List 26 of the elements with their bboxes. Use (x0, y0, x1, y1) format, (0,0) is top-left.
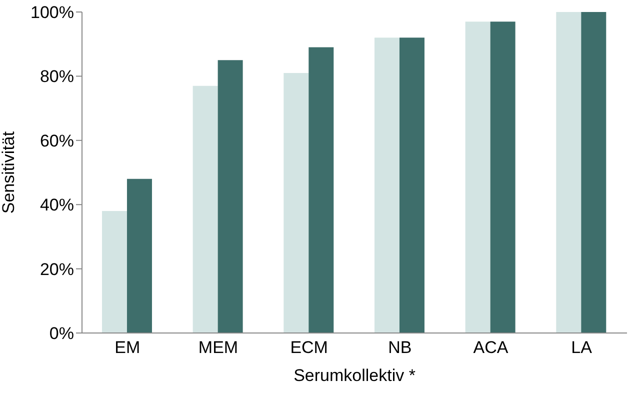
y-tick-label: 80% (40, 67, 74, 86)
bar (102, 211, 127, 333)
y-axis-title: Sensitivität (0, 131, 18, 214)
y-tick-label: 100% (30, 3, 74, 22)
bar (490, 22, 516, 333)
bar (284, 72, 309, 333)
x-tick-label: ACA (473, 338, 509, 358)
y-tick-label: 0% (49, 324, 74, 344)
x-tick-label: ECM (290, 338, 328, 358)
bar (218, 60, 243, 333)
bar (556, 12, 582, 333)
x-axis-title: Serumkollektiv * (294, 366, 416, 385)
bar (465, 22, 490, 333)
bar (374, 38, 400, 333)
x-tick-label: EM (114, 338, 140, 358)
bar (126, 178, 152, 333)
y-tick-label: 20% (40, 260, 74, 279)
bar (581, 12, 606, 333)
x-tick-label: LA (571, 338, 593, 358)
x-tick-label: MEM (198, 338, 238, 358)
y-tick-label: 40% (40, 196, 74, 215)
y-tick-label: 60% (40, 131, 74, 150)
bar (192, 86, 218, 333)
bar (399, 38, 424, 333)
x-tick-label: NB (388, 338, 412, 358)
bar (308, 47, 334, 333)
